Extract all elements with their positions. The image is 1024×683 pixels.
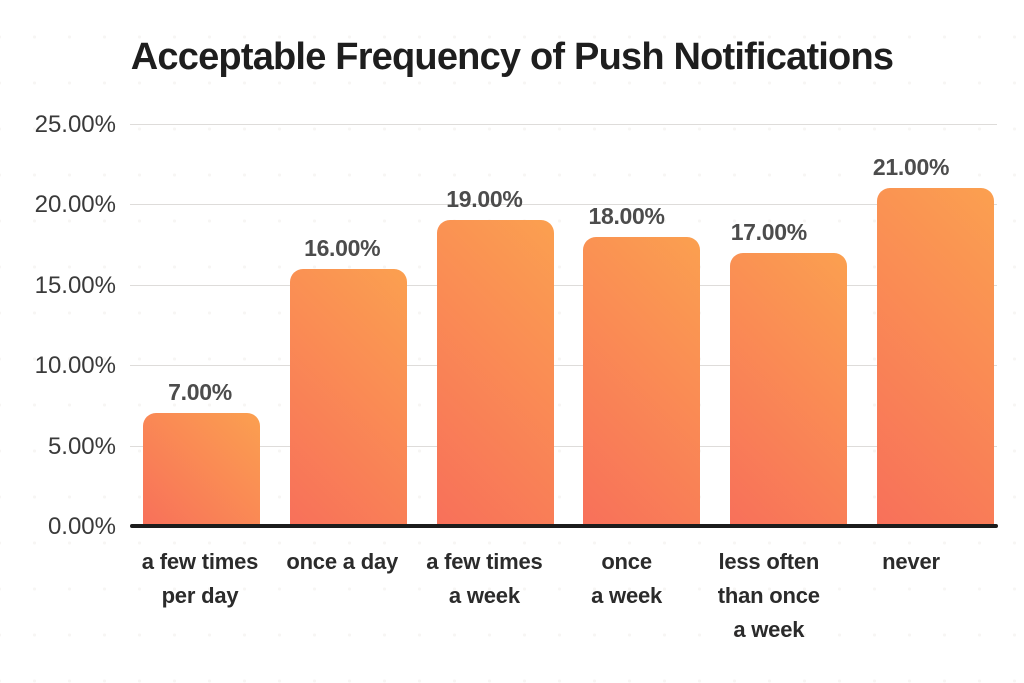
bar-value-label: 17.00% <box>730 218 808 245</box>
x-axis-label: never <box>882 549 940 574</box>
gridline <box>130 365 997 367</box>
chart-title: Acceptable Frequency of Push Notificatio… <box>130 36 894 78</box>
y-axis-tick-label: 20.00% <box>34 191 116 219</box>
bar-3 <box>436 220 554 526</box>
gridline <box>130 204 997 206</box>
plot-area <box>130 124 997 526</box>
bar-value-label: 16.00% <box>304 234 381 261</box>
y-axis-tick-label: 15.00% <box>34 271 116 299</box>
gridline <box>130 284 997 286</box>
x-axis-label: once a week <box>591 549 663 608</box>
bar-6 <box>877 188 994 526</box>
y-axis-tick-label: 0.00% <box>47 513 116 540</box>
gridline <box>130 124 997 125</box>
bar-5 <box>730 252 848 526</box>
bar-value-label: 19.00% <box>446 186 523 213</box>
y-axis-tick-label: 5.00% <box>47 432 116 460</box>
bar-4 <box>583 236 701 526</box>
x-axis-label: once a day <box>286 549 399 574</box>
bar-1 <box>143 413 260 526</box>
bar-value-label: 18.00% <box>588 202 665 229</box>
x-axis-label: a few times a week <box>426 549 543 608</box>
x-axis-line <box>130 524 998 528</box>
y-axis-tick-label: 10.00% <box>34 352 116 380</box>
bar-2 <box>289 268 407 526</box>
x-axis-label: less often than once a week <box>717 549 820 642</box>
y-axis-tick-label: 25.00% <box>34 111 116 138</box>
bar-value-label: 7.00% <box>168 379 232 406</box>
x-axis-label: a few times per day <box>141 549 259 608</box>
gridline <box>130 445 997 447</box>
bar-value-label: 21.00% <box>872 154 950 181</box>
